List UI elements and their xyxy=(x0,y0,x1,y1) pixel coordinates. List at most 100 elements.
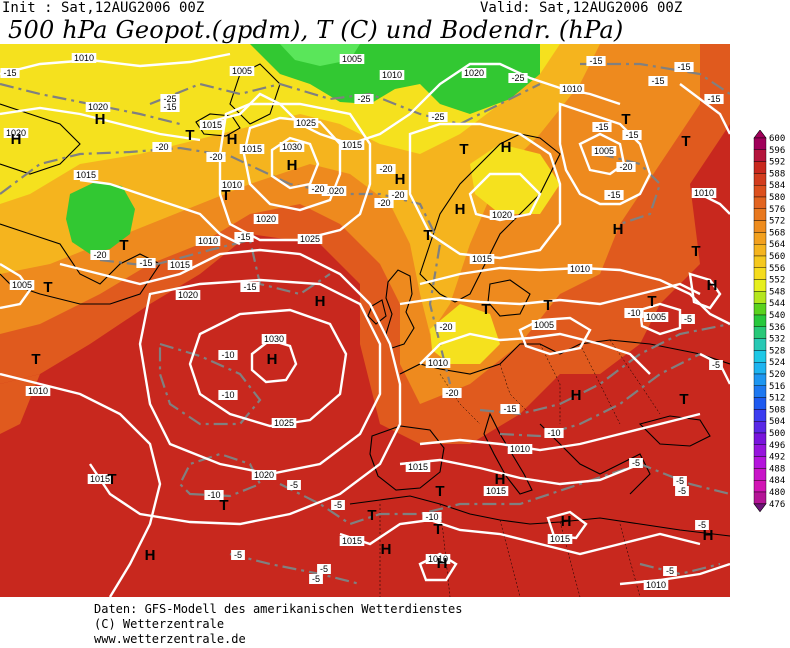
low-pressure-marker: T xyxy=(481,301,490,318)
pressure-label: 1010 xyxy=(425,554,451,564)
pressure-label: 1005 xyxy=(643,312,669,322)
temperature-label: -5 xyxy=(309,574,323,584)
svg-text:-25: -25 xyxy=(511,73,524,83)
svg-text:-15: -15 xyxy=(595,122,608,132)
temperature-label: -5 xyxy=(681,314,695,324)
isobar-1030-iceland xyxy=(270,136,320,190)
legend-swatch xyxy=(753,326,767,339)
low-pressure-marker: T xyxy=(367,507,376,524)
pressure-label: 1015 xyxy=(469,254,495,264)
svg-text:-20: -20 xyxy=(93,250,106,260)
high-pressure-marker: H xyxy=(571,387,582,404)
pressure-label: 1020 xyxy=(253,214,279,224)
isobar-1015-iceland xyxy=(79,178,241,246)
legend-value: 592 xyxy=(769,158,785,168)
svg-text:-15: -15 xyxy=(651,76,664,86)
pressure-label: 1010 xyxy=(219,180,245,190)
svg-text:1015: 1015 xyxy=(170,260,190,270)
temperature-label: -20 xyxy=(376,164,396,174)
isotherm-minus15b xyxy=(479,322,730,416)
svg-text:-20: -20 xyxy=(311,184,324,194)
legend-value: 488 xyxy=(769,464,785,474)
high-pressure-marker: H xyxy=(381,541,392,558)
legend-swatch xyxy=(753,432,767,446)
svg-text:1025: 1025 xyxy=(300,234,320,244)
valid-time: Valid: Sat,12AUG2006 00Z xyxy=(480,0,683,16)
pressure-label: 1020 xyxy=(85,102,111,112)
legend-swatch xyxy=(753,220,767,233)
temperature-label: -10 xyxy=(422,512,442,522)
footer-copyright: (C) Wetterzentrale xyxy=(94,617,225,631)
high-pressure-marker: H xyxy=(455,201,466,218)
svg-text:1010: 1010 xyxy=(646,580,666,590)
temperature-label: -10 xyxy=(204,490,224,500)
svg-text:-20: -20 xyxy=(619,162,632,172)
temperature-label: -5 xyxy=(317,564,331,574)
low-pressure-marker: T xyxy=(119,237,128,254)
pressure-label: 1020 xyxy=(461,68,487,78)
svg-text:1015: 1015 xyxy=(472,254,492,264)
high-pressure-marker: H xyxy=(227,131,238,148)
svg-text:1010: 1010 xyxy=(570,264,590,274)
legend-value: 584 xyxy=(769,181,785,191)
legend-swatch xyxy=(753,480,767,493)
coast-scandinavia xyxy=(419,133,561,303)
svg-text:1015: 1015 xyxy=(90,474,110,484)
legend-value: 596 xyxy=(769,146,785,156)
svg-text:-15: -15 xyxy=(163,102,176,112)
weather-map: 1010 1005 1005 1010 1020 1010 1020 1020 1015 1025… xyxy=(0,44,730,597)
coast-greenland xyxy=(0,63,281,175)
coast-africa xyxy=(349,495,730,537)
isobar-1010-south xyxy=(419,412,701,452)
svg-text:-15: -15 xyxy=(707,94,720,104)
svg-text:-5: -5 xyxy=(334,500,342,510)
legend-swatch xyxy=(753,279,767,292)
svg-text:-5: -5 xyxy=(312,574,320,584)
pressure-label: 1015 xyxy=(483,486,509,496)
legend-swatch xyxy=(753,185,767,198)
svg-text:-5: -5 xyxy=(676,476,684,486)
svg-text:1025: 1025 xyxy=(274,418,294,428)
temperature-labels: -15-25-15-25-25-25-15-15-15-15-15-15-20-… xyxy=(0,56,724,584)
legend-swatch xyxy=(753,267,767,280)
legend-value: 496 xyxy=(769,441,785,451)
low-pressure-marker: T xyxy=(43,279,52,296)
svg-text:1020: 1020 xyxy=(6,128,26,138)
pressure-label: 1005 xyxy=(339,54,365,64)
svg-text:1025: 1025 xyxy=(296,118,316,128)
legend-value: 480 xyxy=(769,488,785,498)
isobar-1020-scand xyxy=(468,172,542,222)
svg-text:1020: 1020 xyxy=(178,290,198,300)
legend-swatch xyxy=(753,196,767,210)
coast-iberia xyxy=(369,425,445,491)
svg-text:1010: 1010 xyxy=(562,84,582,94)
legend-value: 600 xyxy=(769,134,785,144)
temperature-label: -5 xyxy=(331,500,345,510)
temperature-label: -25 xyxy=(160,94,180,104)
svg-text:-5: -5 xyxy=(632,458,640,468)
temperature-label: -10 xyxy=(624,308,644,318)
temperature-label: -10 xyxy=(544,428,564,438)
isotherm-minus20b xyxy=(599,152,662,226)
temperature-label: -25 xyxy=(428,112,448,122)
legend-swatch xyxy=(753,302,767,316)
legend-swatch xyxy=(753,385,767,398)
legend-swatch xyxy=(753,232,767,245)
temperature-label: -20 xyxy=(206,152,226,162)
legend-swatch xyxy=(753,350,767,363)
legend-value: 560 xyxy=(769,252,785,262)
svg-text:-20: -20 xyxy=(445,388,458,398)
legend-swatch xyxy=(753,373,767,387)
isobar-1010-atlantic xyxy=(0,372,162,597)
low-pressure-marker: T xyxy=(219,497,228,514)
legend-swatch xyxy=(753,468,767,481)
svg-text:1015: 1015 xyxy=(76,170,96,180)
coast-iceland xyxy=(195,113,241,137)
legend-swatch xyxy=(753,149,767,162)
svg-text:-15: -15 xyxy=(237,232,250,242)
legend-value: 484 xyxy=(769,476,785,486)
svg-text:1010: 1010 xyxy=(28,386,48,396)
legend-value: 576 xyxy=(769,205,785,215)
legend-value: 580 xyxy=(769,193,785,203)
legend-value: 524 xyxy=(769,358,785,368)
